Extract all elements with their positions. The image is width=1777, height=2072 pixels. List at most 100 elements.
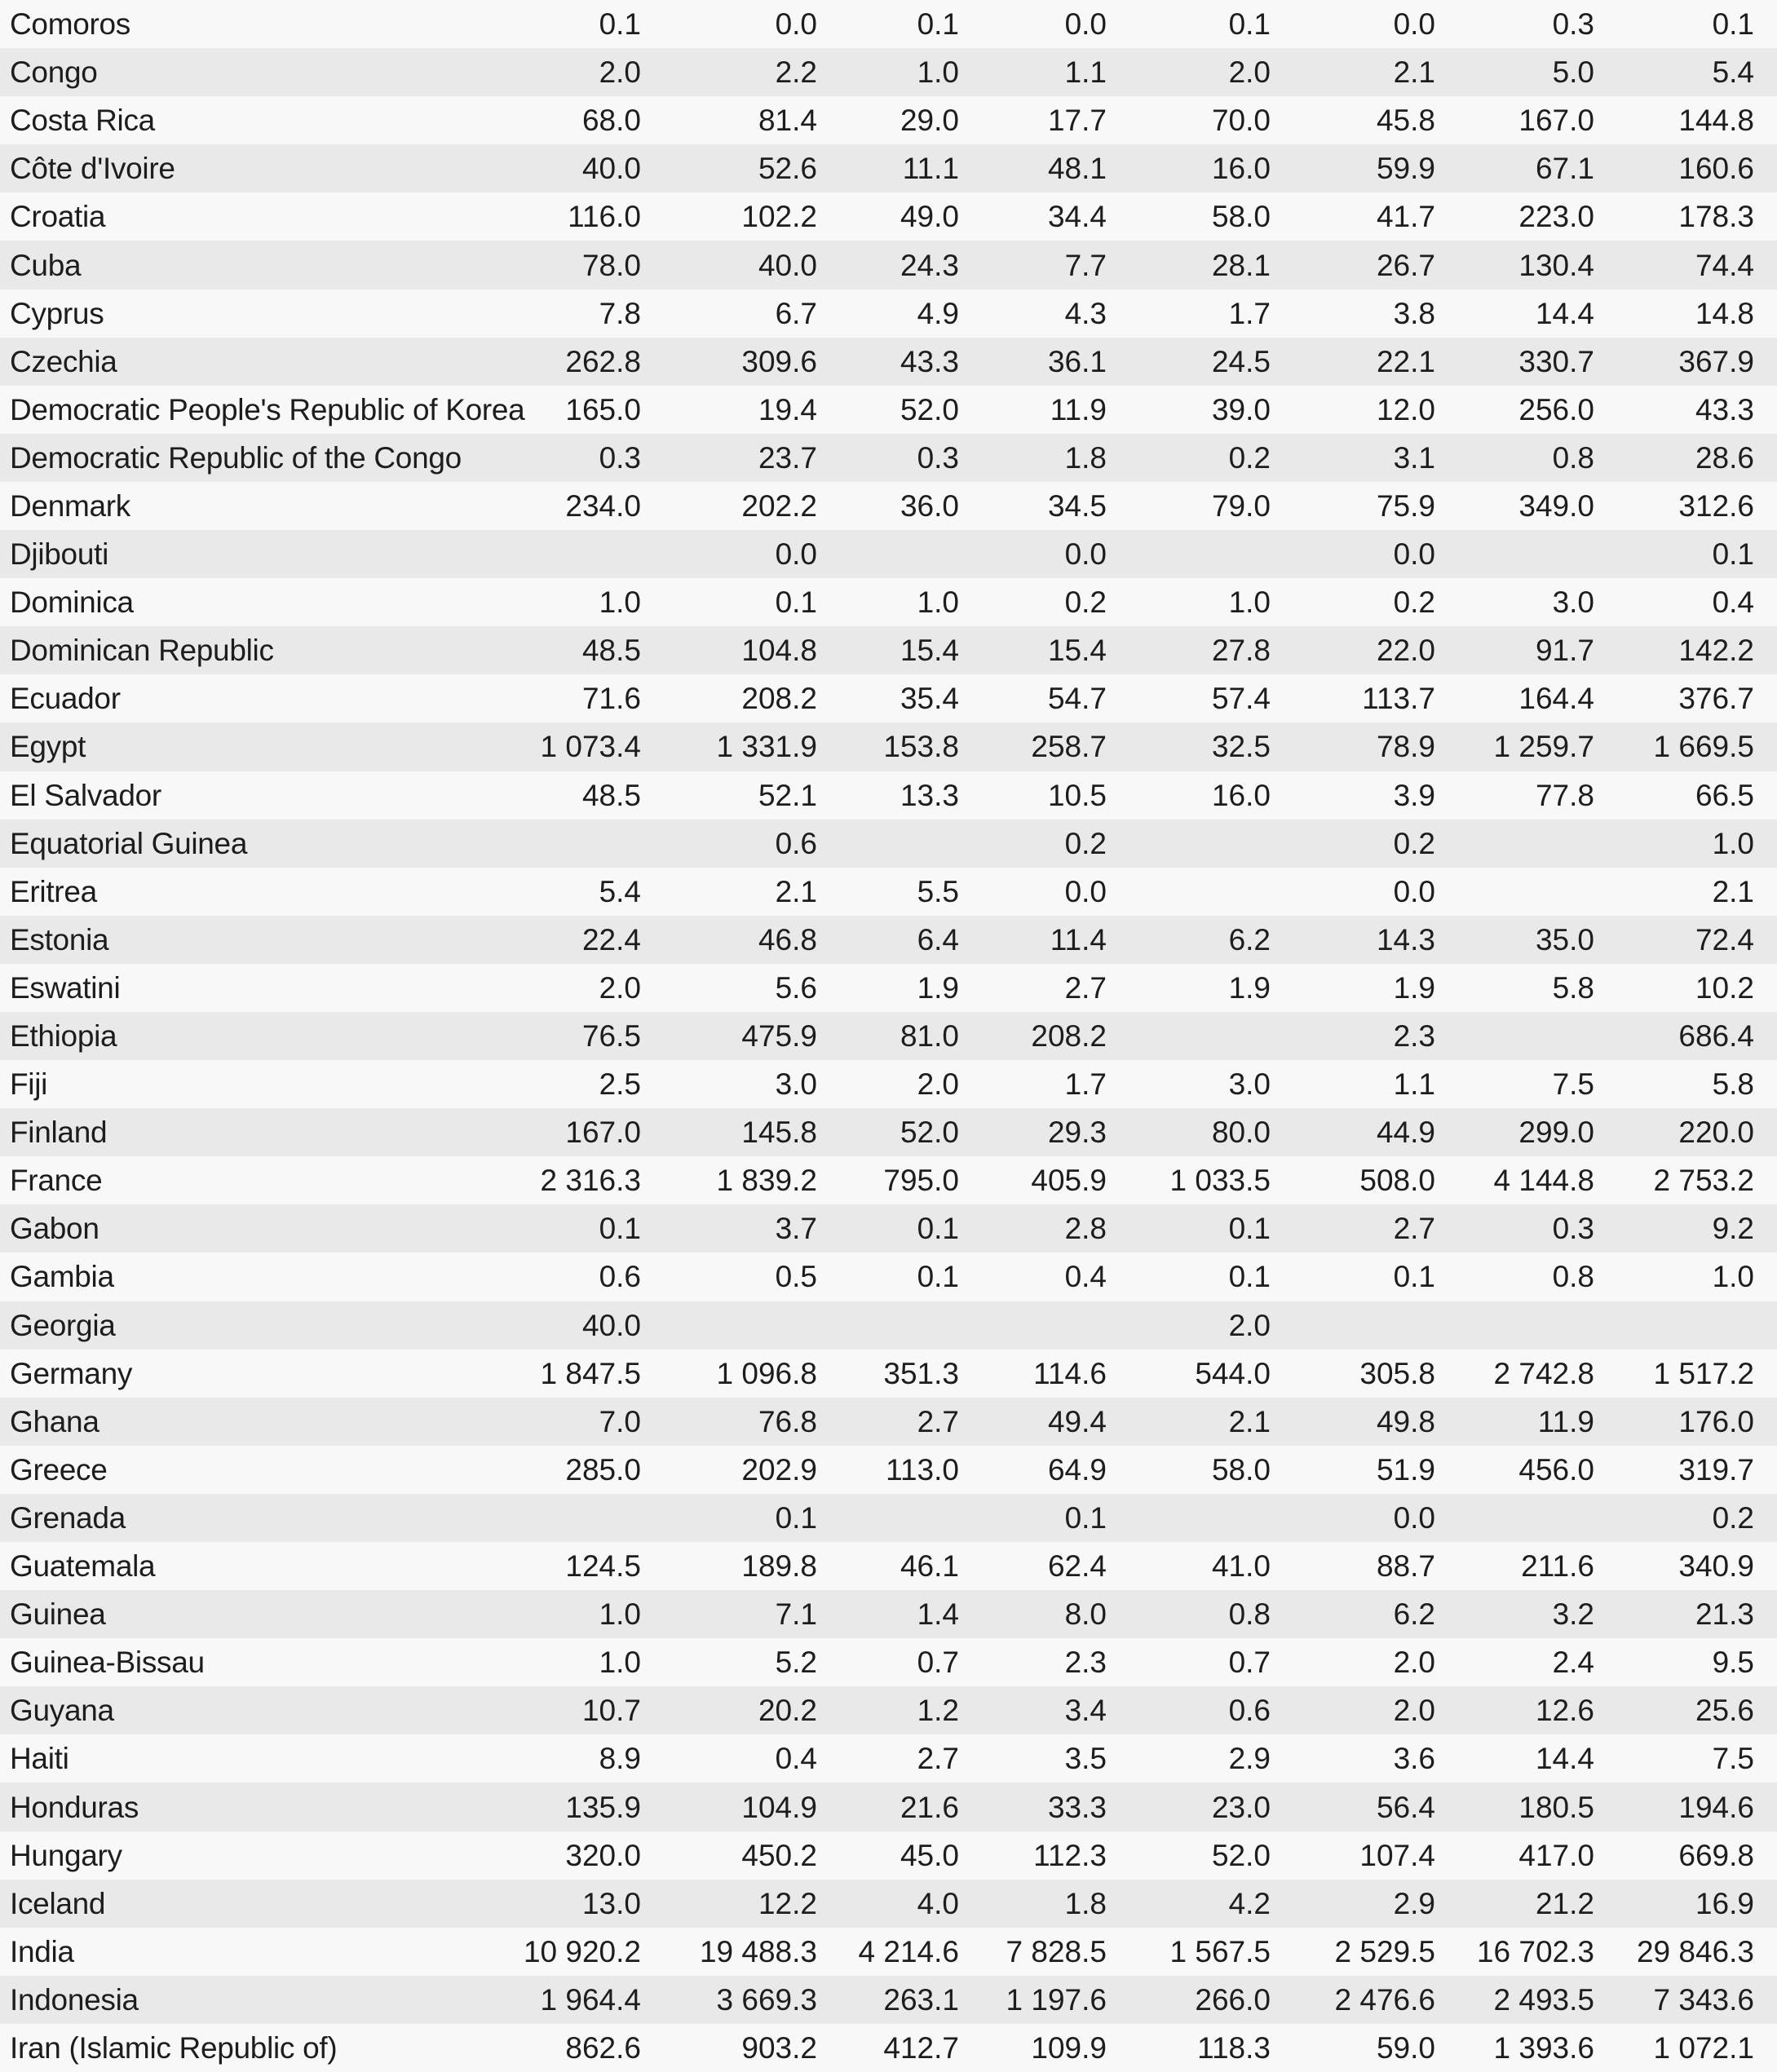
value-cell-3: 4 214.6 <box>858 1934 959 1968</box>
value-cell-1: 1.0 <box>599 585 641 620</box>
value-cell-1: 8.9 <box>599 1742 641 1776</box>
value-cell-6: 56.4 <box>1376 1790 1435 1824</box>
country-name-cell: Comoros <box>10 7 130 42</box>
value-cell-7: 330.7 <box>1518 344 1594 378</box>
value-cell-6: 3.8 <box>1393 296 1435 330</box>
value-cell-8: 1 072.1 <box>1653 2030 1754 2065</box>
country-name-cell: Cuba <box>10 248 82 282</box>
value-cell-4: 1.8 <box>1064 1886 1107 1920</box>
value-cell-8: 29 846.3 <box>1636 1934 1754 1968</box>
country-name-cell: El Salvador <box>10 778 161 812</box>
value-cell-3: 5.5 <box>917 874 959 908</box>
value-cell-6: 3.6 <box>1393 1742 1435 1776</box>
country-name-cell: Haiti <box>10 1742 69 1776</box>
table-row: Gabon 0.1 3.7 0.1 2.8 0.1 2.7 0.3 9.2 <box>0 1204 1777 1253</box>
table-row: Iran (Islamic Republic of) 862.6 903.2 4… <box>0 2023 1777 2072</box>
value-cell-5: 32.5 <box>1211 730 1271 764</box>
value-cell-6: 0.2 <box>1393 826 1435 860</box>
value-cell-1: 135.9 <box>565 1790 641 1824</box>
value-cell-6: 2.7 <box>1393 1212 1435 1246</box>
country-name-cell: Gabon <box>10 1212 99 1246</box>
value-cell-1: 2.5 <box>599 1067 641 1102</box>
value-cell-5: 4.2 <box>1228 1886 1271 1920</box>
value-cell-8: 178.3 <box>1678 200 1754 234</box>
table-row: Djibouti 0.0 0.0 0.0 0.1 <box>0 530 1777 579</box>
table-row: Ethiopia 76.5 475.9 81.0 208.2 2.3 686.4 <box>0 1011 1777 1061</box>
value-cell-6: 26.7 <box>1376 248 1435 282</box>
value-cell-7: 180.5 <box>1518 1790 1594 1824</box>
value-cell-8: 367.9 <box>1678 344 1754 378</box>
value-cell-1: 0.1 <box>599 7 641 42</box>
value-cell-6: 59.0 <box>1376 2030 1435 2065</box>
table-row: Grenada 0.1 0.1 0.0 0.2 <box>0 1493 1777 1542</box>
value-cell-3: 13.3 <box>900 778 959 812</box>
value-cell-7: 4 144.8 <box>1493 1164 1594 1198</box>
value-cell-4: 208.2 <box>1031 1019 1107 1054</box>
country-name-cell: Denmark <box>10 488 130 523</box>
value-cell-6: 59.9 <box>1376 152 1435 186</box>
value-cell-6: 2 529.5 <box>1334 1934 1435 1968</box>
value-cell-3: 351.3 <box>883 1356 959 1390</box>
value-cell-2: 5.6 <box>775 970 817 1005</box>
value-cell-6: 0.1 <box>1393 1260 1435 1294</box>
value-cell-6: 0.0 <box>1393 537 1435 572</box>
country-name-cell: Germany <box>10 1356 133 1390</box>
value-cell-2: 0.0 <box>775 7 817 42</box>
value-cell-3: 29.0 <box>900 104 959 138</box>
value-cell-3: 1.0 <box>917 585 959 620</box>
value-cell-6: 22.0 <box>1376 634 1435 668</box>
value-cell-4: 2.7 <box>1064 970 1107 1005</box>
value-cell-1: 167.0 <box>565 1116 641 1150</box>
value-cell-4: 3.4 <box>1064 1694 1107 1728</box>
value-cell-3: 0.1 <box>917 1260 959 1294</box>
value-cell-8: 72.4 <box>1695 922 1754 956</box>
value-cell-8: 312.6 <box>1678 488 1754 523</box>
value-cell-3: 45.0 <box>900 1838 959 1872</box>
value-cell-1: 862.6 <box>565 2030 641 2065</box>
value-cell-4: 11.9 <box>1050 392 1107 426</box>
value-cell-7: 0.8 <box>1552 440 1594 475</box>
value-cell-3: 0.1 <box>917 7 959 42</box>
value-cell-8: 9.2 <box>1712 1212 1754 1246</box>
value-cell-6: 1.9 <box>1393 970 1435 1005</box>
value-cell-2: 0.1 <box>775 1500 817 1535</box>
value-cell-8: 43.3 <box>1695 392 1754 426</box>
value-cell-4: 7.7 <box>1064 248 1107 282</box>
value-cell-4: 1.8 <box>1064 440 1107 475</box>
value-cell-4: 0.2 <box>1064 826 1107 860</box>
value-cell-3: 4.9 <box>917 296 959 330</box>
country-name-cell: Equatorial Guinea <box>10 826 248 860</box>
value-cell-6: 3.1 <box>1393 440 1435 475</box>
value-cell-3: 15.4 <box>900 634 959 668</box>
table-row: Greece 285.0 202.9 113.0 64.9 58.0 51.9 … <box>0 1445 1777 1494</box>
value-cell-6: 1.1 <box>1393 1067 1435 1102</box>
value-cell-5: 27.8 <box>1211 634 1271 668</box>
country-name-cell: Iran (Islamic Republic of) <box>10 2030 338 2065</box>
table-row: Honduras 135.9 104.9 21.6 33.3 23.0 56.4… <box>0 1783 1777 1831</box>
value-cell-2: 5.2 <box>775 1646 817 1680</box>
value-cell-5: 58.0 <box>1211 200 1271 234</box>
value-cell-1: 40.0 <box>581 152 641 186</box>
value-cell-7: 256.0 <box>1518 392 1594 426</box>
country-name-cell: Croatia <box>10 200 106 234</box>
value-cell-7: 0.3 <box>1552 1212 1594 1246</box>
value-cell-5: 0.8 <box>1228 1597 1271 1632</box>
country-name-cell: Ghana <box>10 1404 99 1438</box>
value-cell-1: 1.0 <box>599 1646 641 1680</box>
table-row: Finland 167.0 145.8 52.0 29.3 80.0 44.9 … <box>0 1108 1777 1157</box>
value-cell-4: 0.4 <box>1064 1260 1107 1294</box>
value-cell-2: 208.2 <box>741 682 817 716</box>
value-cell-1: 48.5 <box>581 778 641 812</box>
value-cell-6: 45.8 <box>1376 104 1435 138</box>
value-cell-2: 0.6 <box>775 826 817 860</box>
value-cell-6: 88.7 <box>1376 1549 1435 1584</box>
value-cell-2: 81.4 <box>758 104 817 138</box>
value-cell-6: 41.7 <box>1376 200 1435 234</box>
value-cell-4: 2.8 <box>1064 1212 1107 1246</box>
value-cell-6: 508.0 <box>1359 1164 1435 1198</box>
country-name-cell: Dominican Republic <box>10 634 274 668</box>
value-cell-7: 211.6 <box>1521 1549 1594 1584</box>
value-cell-2: 1 331.9 <box>716 730 817 764</box>
value-cell-6: 0.0 <box>1393 874 1435 908</box>
